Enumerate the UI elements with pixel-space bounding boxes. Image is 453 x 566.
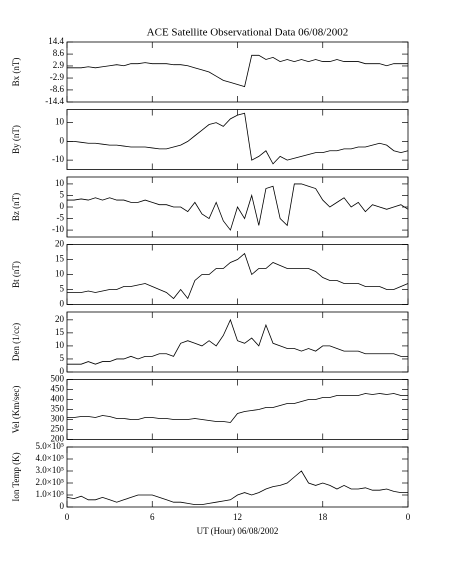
panel-frame: [66, 244, 409, 305]
y-axis-label: Bz (nT): [11, 193, 21, 221]
panel-frame: [66, 446, 409, 508]
y-axis-label: Den (1/cc): [11, 323, 21, 361]
y-axis-label: Bx (nT): [11, 58, 21, 87]
x-tick-label: 12: [233, 512, 242, 522]
y-tick-label: 0: [60, 501, 65, 511]
y-tick-label: 4.0×10⁵: [36, 453, 64, 463]
y-tick-label: -5: [57, 213, 65, 223]
x-tick-label: 0: [406, 512, 411, 522]
y-tick-label: 8.6: [53, 48, 65, 58]
y-tick-label: 5: [60, 190, 65, 200]
y-tick-label: 15: [55, 254, 65, 264]
y-tick-label: 10: [55, 269, 65, 279]
data-line: [66, 470, 408, 505]
panel-frame: [66, 379, 409, 440]
y-tick-label: 500: [51, 374, 65, 384]
x-axis-label: UT (Hour) 06/08/2002: [197, 526, 279, 536]
y-tick-label: -8.6: [50, 84, 65, 94]
y-tick-label: 2.0×10⁵: [36, 477, 64, 487]
y-tick-label: 14.4: [48, 36, 64, 46]
data-line: [67, 183, 409, 231]
y-tick-label: 200: [51, 434, 65, 444]
y-tick-label: 450: [51, 384, 65, 394]
data-line: [67, 393, 408, 423]
y-axis-label: Bt (nT): [11, 261, 21, 288]
chart-title: ACE Satellite Observational Data 06/08/2…: [147, 27, 349, 39]
panel-frame: [66, 109, 409, 170]
y-tick-label: 300: [51, 414, 65, 424]
data-line: [67, 318, 408, 365]
y-tick-label: 0: [60, 201, 65, 211]
y-tick-label: -2.9: [50, 72, 65, 82]
y-tick-label: 5.0×10⁵: [36, 441, 64, 451]
data-line: [67, 112, 409, 165]
x-tick-label: 6: [150, 512, 155, 522]
y-tick-label: 1.0×10⁵: [36, 489, 64, 499]
y-tick-label: 10: [55, 117, 65, 127]
y-tick-label: 400: [51, 394, 65, 404]
y-tick-label: -10: [52, 154, 64, 164]
y-tick-label: 0: [60, 366, 65, 376]
y-tick-label: 10: [55, 178, 65, 188]
panel-frame: [66, 41, 409, 103]
y-axis-label: Ion Temp (K): [11, 452, 21, 501]
panel-frame: [66, 311, 409, 373]
y-tick-label: 350: [51, 404, 65, 414]
y-tick-label: 250: [51, 424, 65, 434]
y-tick-label: 20: [55, 314, 65, 324]
y-tick-label: 2.9: [53, 60, 65, 70]
y-tick-label: 0: [60, 135, 65, 145]
y-tick-label: -10: [52, 224, 64, 234]
y-tick-label: 3.0×10⁵: [36, 465, 64, 475]
y-tick-label: -14.4: [45, 96, 64, 106]
y-axis-label: Vel (Km/sec): [11, 386, 21, 434]
y-tick-label: 0: [60, 299, 65, 309]
y-axis-label: By (nT): [11, 125, 21, 154]
y-tick-label: 10: [55, 340, 65, 350]
data-line: [67, 54, 408, 88]
y-tick-label: 20: [55, 239, 65, 249]
y-tick-label: 5: [60, 284, 65, 294]
x-tick-label: 0: [65, 512, 70, 522]
data-line: [67, 252, 409, 300]
x-tick-label: 18: [318, 512, 328, 522]
y-tick-label: 15: [55, 327, 65, 337]
y-tick-label: 5: [60, 353, 65, 363]
